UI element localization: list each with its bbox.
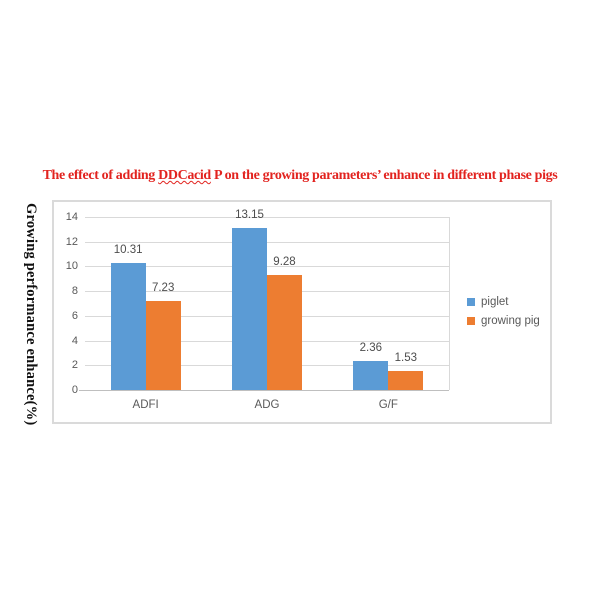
title-prefix: The effect of adding [42, 168, 159, 183]
title-misspelled-word: DDCacid [158, 168, 211, 183]
y-axis-title: Growing performance enhance(%) [23, 203, 39, 426]
title-suffix: P on the growing parameters’ enhance in … [210, 168, 558, 183]
chart-frame [52, 200, 552, 424]
document-title: The effect of adding DDCacid P on the gr… [0, 164, 600, 188]
